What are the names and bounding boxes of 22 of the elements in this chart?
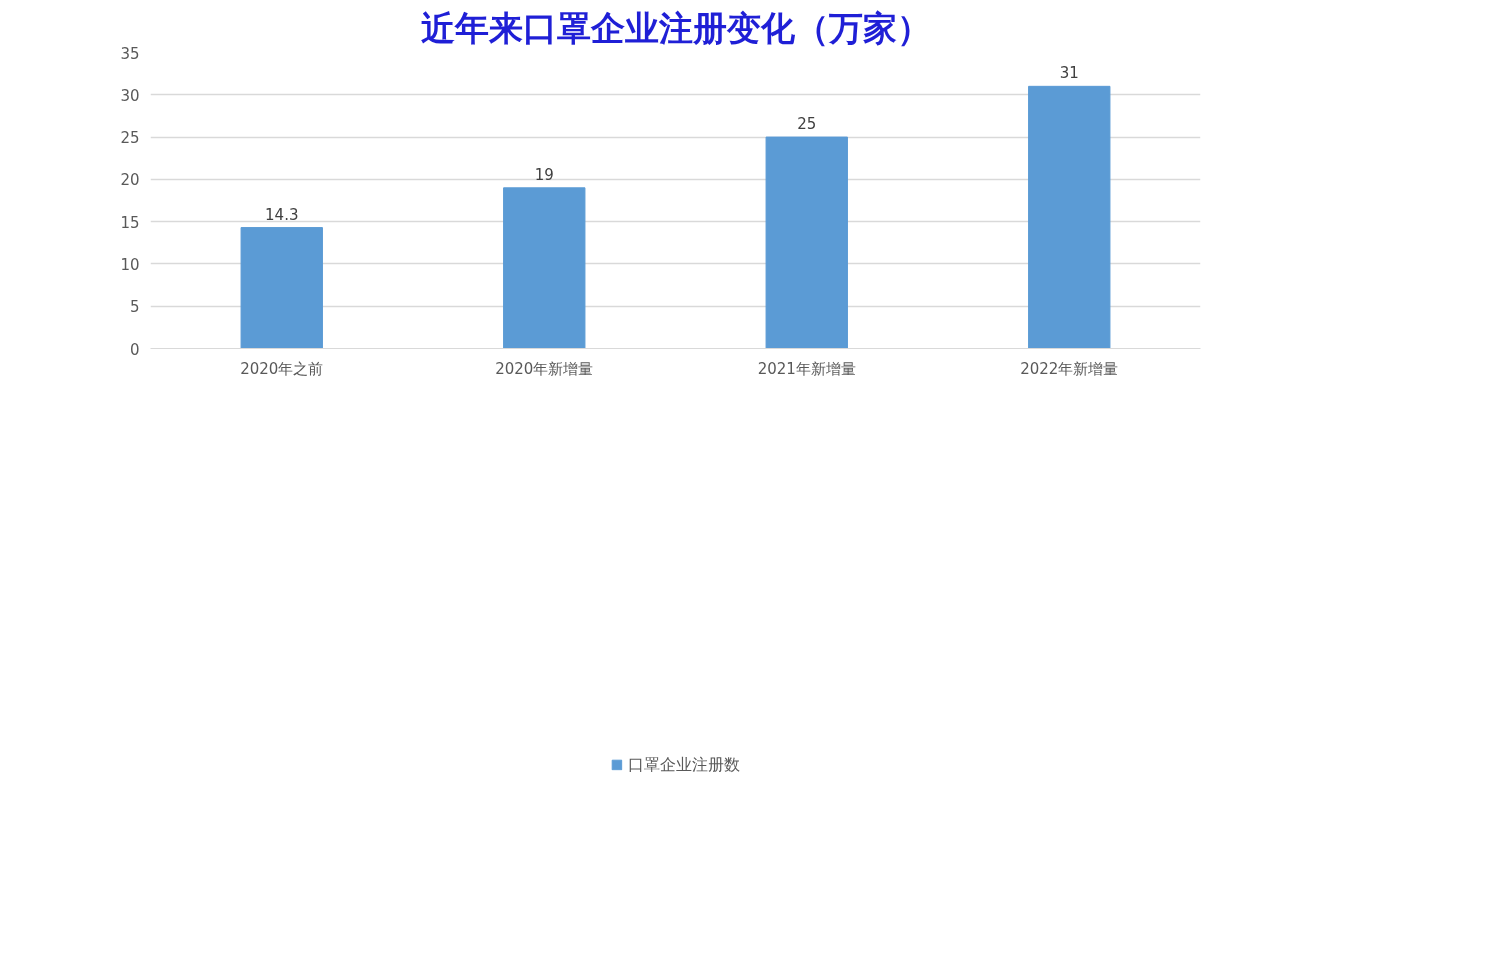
data-label: 14.3 bbox=[265, 205, 299, 224]
y-tick-label: 5 bbox=[129, 298, 140, 317]
y-tick-label: 25 bbox=[120, 129, 140, 148]
y-tick-label: 35 bbox=[120, 44, 140, 63]
x-tick-label: 2021年新增量 bbox=[757, 359, 856, 378]
x-tick-label: 2022年新增量 bbox=[1020, 359, 1119, 378]
y-tick-label: 30 bbox=[120, 86, 140, 105]
data-label: 19 bbox=[534, 165, 554, 184]
y-tick-label: 20 bbox=[120, 171, 140, 190]
chart-title: 近年来口罩企业注册变化（万家） bbox=[420, 7, 931, 48]
legend-label: 口罩企业注册数 bbox=[627, 754, 740, 776]
bar bbox=[1028, 85, 1111, 349]
y-tick-label: 15 bbox=[120, 213, 140, 232]
x-tick-label: 2020年之前 bbox=[240, 359, 324, 378]
bar bbox=[765, 136, 848, 349]
y-tick-label: 0 bbox=[129, 340, 140, 359]
bar bbox=[240, 227, 323, 349]
data-label: 25 bbox=[797, 115, 817, 134]
bar bbox=[503, 187, 586, 349]
x-tick-label: 2020年新增量 bbox=[495, 359, 594, 378]
data-label: 31 bbox=[1059, 64, 1079, 83]
y-tick-label: 10 bbox=[120, 255, 140, 274]
